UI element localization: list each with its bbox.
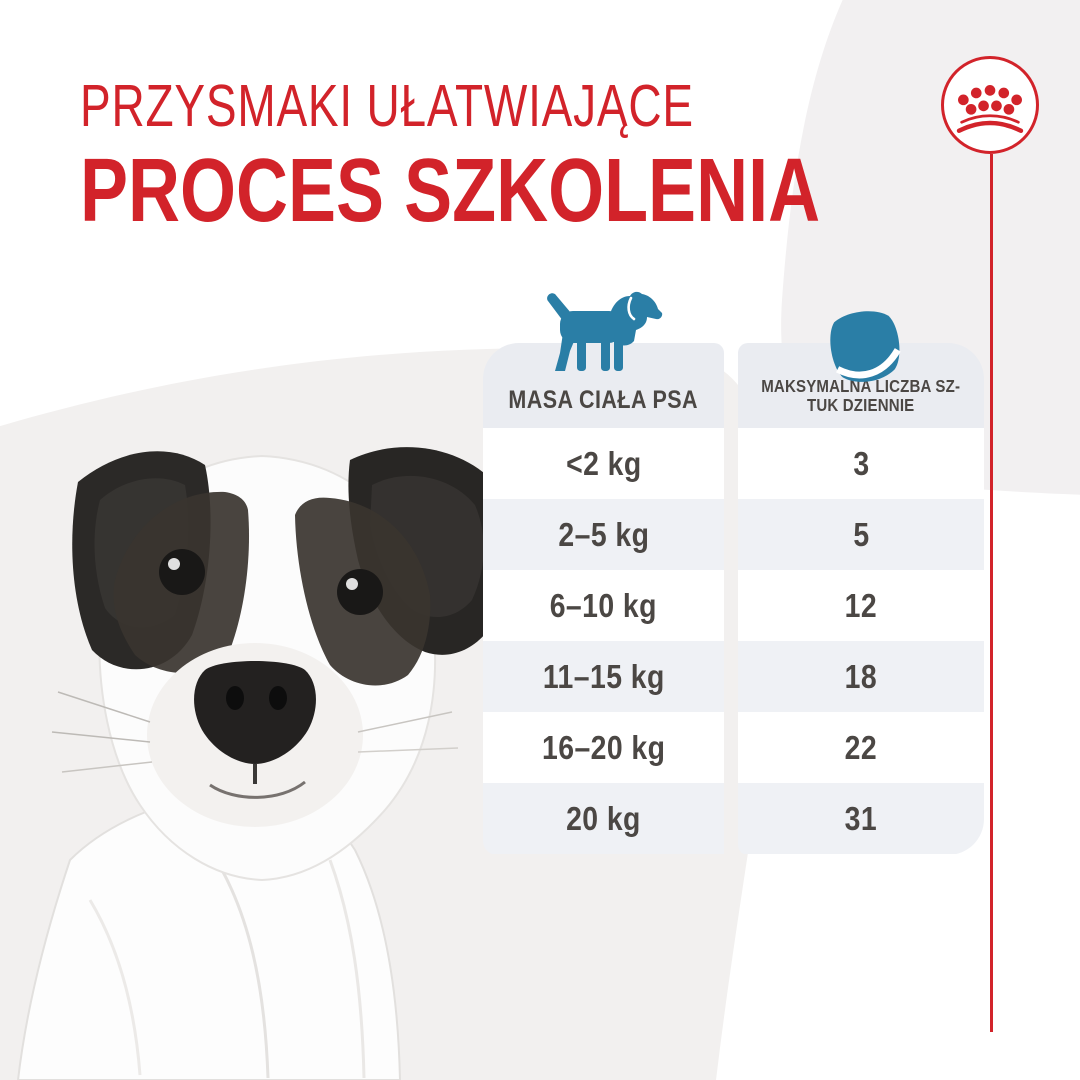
weight-cell: 16–20 kg bbox=[541, 728, 666, 766]
weight-cell: 20 kg bbox=[566, 799, 641, 837]
header-line-1: MAKSYMALNA LICZBA SZ- bbox=[761, 376, 961, 396]
table-row: 12 bbox=[738, 570, 984, 641]
table-row: 3 bbox=[738, 428, 984, 499]
table-column-weight: MASA CIAŁA PSA <2 kg 2–5 kg 6–10 kg 11–1… bbox=[483, 343, 724, 855]
table-header-weight-label: MASA CIAŁA PSA bbox=[508, 386, 699, 414]
weight-cell: 11–15 kg bbox=[542, 657, 665, 695]
title-line-2: PROCES SZKOLENIA bbox=[80, 140, 821, 241]
table-row: 18 bbox=[738, 641, 984, 712]
count-cell: 31 bbox=[844, 799, 878, 837]
table-row: 20 kg bbox=[483, 783, 724, 854]
count-cell: 5 bbox=[852, 515, 870, 553]
crown-icon bbox=[956, 85, 1024, 134]
treat-icon bbox=[830, 311, 901, 382]
dog-left-eye bbox=[159, 549, 205, 595]
table-column-daily-max: MAKSYMALNA LICZBA SZ- TUK DZIENNIE 3 5 1… bbox=[738, 343, 984, 855]
dog-right-eye bbox=[337, 569, 383, 615]
dog-photo bbox=[16, 447, 510, 1080]
table-row: <2 kg bbox=[483, 428, 724, 499]
count-cell: 3 bbox=[852, 444, 870, 482]
table-row: 5 bbox=[738, 499, 984, 570]
weight-cell: <2 kg bbox=[565, 444, 642, 482]
table-row: 22 bbox=[738, 712, 984, 783]
table-row: 11–15 kg bbox=[483, 641, 724, 712]
weight-cell: 2–5 kg bbox=[558, 515, 649, 553]
logo-stem-line bbox=[990, 154, 993, 1032]
table-row: 2–5 kg bbox=[483, 499, 724, 570]
header-line-2: TUK DZIENNIE bbox=[807, 395, 915, 415]
count-cell: 22 bbox=[844, 728, 878, 766]
count-cell: 12 bbox=[844, 586, 878, 624]
table-row: 16–20 kg bbox=[483, 712, 724, 783]
weight-cell: 6–10 kg bbox=[549, 586, 658, 624]
table-header-weight: MASA CIAŁA PSA bbox=[483, 343, 724, 428]
table-row: 6–10 kg bbox=[483, 570, 724, 641]
title-line-1: PRZYSMAKI UŁATWIAJĄCE bbox=[80, 73, 694, 139]
table-row: 31 bbox=[738, 783, 984, 854]
royal-canin-logo bbox=[941, 56, 1039, 154]
dog-nose bbox=[194, 661, 316, 764]
table-header-daily-max-label: MAKSYMALNA LICZBA SZ- TUK DZIENNIE bbox=[762, 377, 961, 415]
table-header-daily-max: MAKSYMALNA LICZBA SZ- TUK DZIENNIE bbox=[738, 343, 984, 428]
page-title: PRZYSMAKI UŁATWIAJĄCE PROCES SZKOLENIA bbox=[80, 73, 1005, 241]
dog-icon bbox=[547, 291, 663, 371]
count-cell: 18 bbox=[844, 657, 878, 695]
